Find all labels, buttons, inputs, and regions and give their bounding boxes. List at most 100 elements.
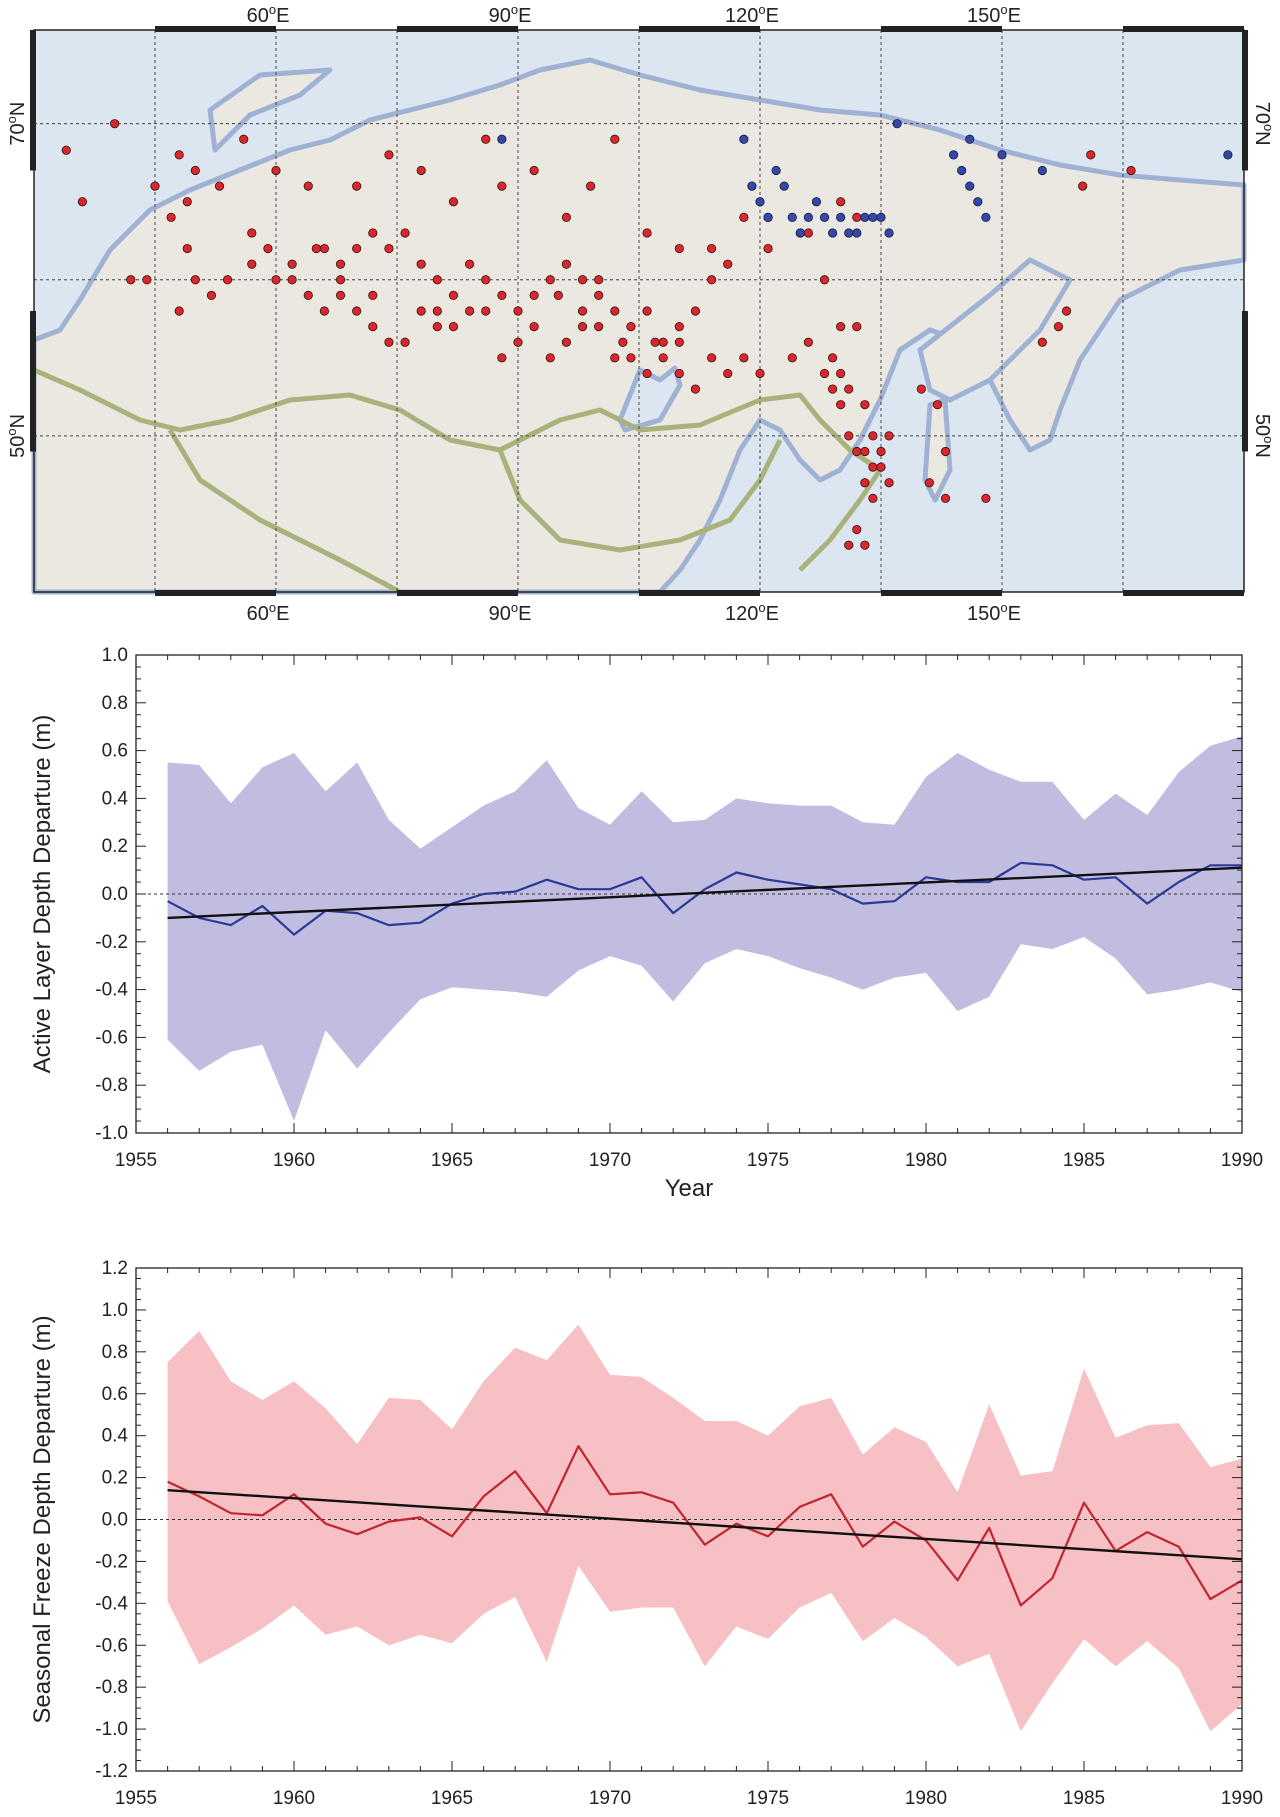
station-seasonal-freeze [836,197,846,207]
station-active-layer [1037,165,1047,176]
station-seasonal-freeze [803,228,814,238]
map-stations [61,119,1233,550]
station-seasonal-freeze [844,540,854,550]
station-active-layer [884,228,894,238]
station-seasonal-freeze [836,368,846,379]
station-seasonal-freeze [529,322,539,332]
x-tick-label: 1985 [1063,1150,1105,1171]
y-tick-label: 0.8 [102,1342,128,1363]
x-tick-label: 1960 [273,1788,315,1809]
station-seasonal-freeze [876,462,886,472]
lat-label-left: 50oN [4,414,29,458]
station-seasonal-freeze [448,197,459,207]
station-active-layer [836,212,846,222]
station-seasonal-freeze [860,400,870,410]
station-seasonal-freeze [384,243,394,254]
station-seasonal-freeze [335,290,346,300]
lon-value: 120 [725,5,758,27]
sakhalin-island [922,397,953,503]
station-seasonal-freeze [594,322,604,332]
station-seasonal-freeze [190,275,200,285]
mongolia-border [497,438,783,553]
y-tick-label: -0.4 [95,1593,128,1614]
y-tick-label: 0.6 [102,741,128,762]
x-tick-label: 1980 [905,1150,947,1171]
x-axis-title: Year [665,1175,714,1202]
station-seasonal-freeze [142,275,152,285]
station-seasonal-freeze [271,275,281,285]
station-active-layer [771,165,781,176]
station-active-layer [811,197,822,207]
y-tick-label: -1.0 [95,1123,128,1144]
frame-bar-bottom [155,590,276,596]
station-seasonal-freeze [311,243,321,254]
station-seasonal-freeze [303,290,313,300]
station-seasonal-freeze [1086,150,1096,160]
station-seasonal-freeze [561,337,572,347]
station-seasonal-freeze [513,306,523,316]
lon-value: 150 [967,603,1000,625]
station-active-layer [787,212,797,222]
frame-bar-bottom [1123,590,1244,596]
station-seasonal-freeze [739,353,749,363]
station-seasonal-freeze [497,290,507,300]
station-seasonal-freeze [940,446,951,457]
station-seasonal-freeze [352,306,362,316]
station-seasonal-freeze [836,322,846,332]
station-seasonal-freeze [577,306,588,316]
station-seasonal-freeze [868,431,878,441]
frame-bar-right [1242,311,1248,452]
lon-label-top: 60oE [247,2,290,27]
station-seasonal-freeze [610,306,620,316]
station-seasonal-freeze [626,322,636,332]
lon-label-bottom: 120oE [725,600,779,625]
x-tick-label: 1955 [115,1788,157,1809]
station-seasonal-freeze [384,150,394,160]
kazakhstan-border [167,428,402,595]
active-layer-chart: 1955 1960 1965 1970 1975 1980 1985 1990 -1.0 -0.8… [29,645,1263,1202]
y-tick-label: -0.2 [95,932,128,953]
station-seasonal-freeze [448,322,459,332]
station-seasonal-freeze [1061,306,1072,316]
lon-suffix: E [276,603,289,625]
trend-line [167,1488,1243,1561]
x-tick-label: 1965 [431,1788,473,1809]
station-seasonal-freeze [577,322,588,332]
station-active-layer [965,181,975,191]
station-seasonal-freeze [529,290,539,300]
station-seasonal-freeze [174,150,184,160]
y-tick-label: 1.2 [102,1258,128,1279]
station-seasonal-freeze [803,337,814,347]
station-seasonal-freeze [368,228,378,238]
station-active-layer [981,212,991,222]
degree-mark: o [1000,2,1007,17]
x-tick-label: 1965 [431,1150,473,1171]
frame-bar-top [1123,26,1244,32]
lon-label-bottom: 150oE [967,600,1021,625]
lon-suffix: E [518,5,531,27]
degree-mark: o [1000,600,1007,615]
station-seasonal-freeze [916,384,926,394]
station-seasonal-freeze [271,165,281,176]
frame-bar-bottom [881,590,1002,596]
station-seasonal-freeze [247,259,257,269]
station-seasonal-freeze [594,290,604,300]
station-seasonal-freeze [642,306,652,316]
x-tick-label: 1980 [905,1788,947,1809]
y-tick-label: 0.2 [102,1468,128,1489]
station-seasonal-freeze [481,275,491,285]
station-seasonal-freeze [658,337,668,347]
station-active-layer [876,212,886,222]
station-seasonal-freeze [860,540,870,550]
station-seasonal-freeze [674,243,684,254]
lon-value: 60 [247,603,269,625]
station-seasonal-freeze [706,243,717,254]
lon-suffix: E [276,5,289,27]
lat-suffix: N [7,102,29,116]
station-seasonal-freeze [545,353,555,363]
station-seasonal-freeze [319,243,329,254]
station-active-layer [803,212,814,222]
station-active-layer [755,197,765,207]
spread-band [167,1324,1243,1732]
